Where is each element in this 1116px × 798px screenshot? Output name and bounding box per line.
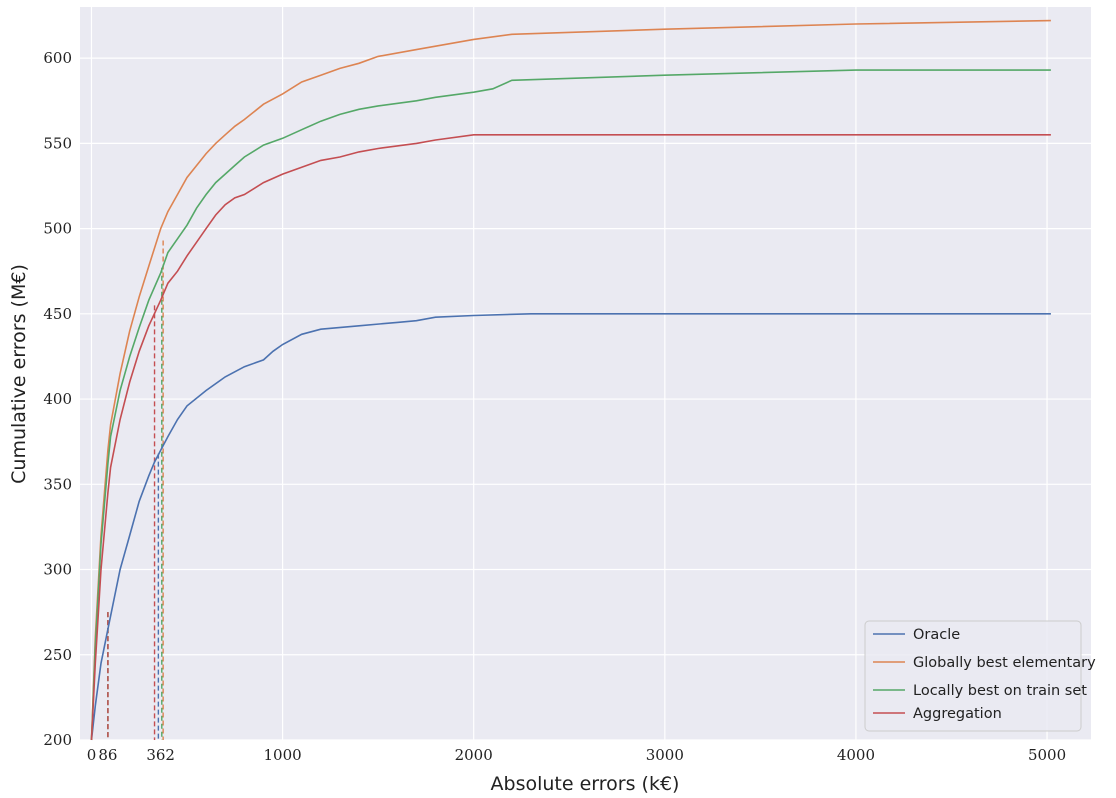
legend-label-globally-best: Globally best elementary: [913, 655, 1096, 671]
legend-label-aggregation: Aggregation: [913, 706, 1002, 722]
y-tick-label: 250: [43, 646, 72, 664]
legend-label-oracle: Oracle: [913, 627, 960, 643]
y-tick-label: 350: [43, 475, 72, 493]
y-tick-label: 400: [43, 390, 72, 408]
legend: Oracle Globally best elementary Locally …: [864, 620, 1096, 732]
plot-background: [80, 7, 1091, 740]
y-tick-label: 600: [43, 49, 72, 67]
x-tick-label: 0: [87, 746, 97, 764]
y-tick-label: 300: [43, 561, 72, 579]
y-tick-label: 500: [43, 220, 72, 238]
series-lines: [90, 19, 1051, 741]
y-tick-label: 200: [43, 731, 72, 749]
y-axis-title: Cumulative errors (M€): [8, 264, 30, 484]
series-line: [90, 134, 1051, 741]
x-tick-label: 4000: [837, 746, 875, 764]
x-tick-label: 2000: [455, 746, 493, 764]
legend-box: [864, 620, 1082, 732]
series-line: [90, 19, 1051, 741]
marker-lines: [107, 240, 164, 740]
y-tick-label: 550: [43, 134, 72, 152]
x-tick-label: 5000: [1028, 746, 1066, 764]
series-line: [90, 313, 1051, 741]
grid-lines: [80, 7, 1091, 741]
tick-labels: 0 86 362 1000 2000 3000 4000 5000 200 250 300 350 40…: [43, 49, 1066, 764]
y-tick-label: 450: [43, 305, 72, 323]
x-tick-label: 86: [98, 746, 117, 764]
x-tick-label: 362: [146, 746, 175, 764]
x-tick-label: 3000: [646, 746, 684, 764]
series-line: [90, 69, 1051, 741]
legend-label-locally-best: Locally best on train set: [913, 683, 1087, 699]
x-tick-label: 1000: [263, 746, 301, 764]
x-axis-title: Absolute errors (k€): [491, 773, 680, 795]
